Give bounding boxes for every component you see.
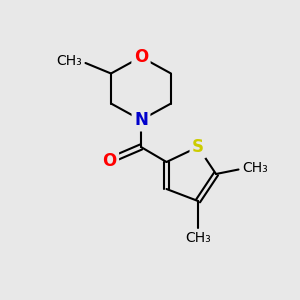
Text: O: O bbox=[134, 48, 148, 66]
Text: CH₃: CH₃ bbox=[242, 161, 268, 175]
Text: N: N bbox=[134, 111, 148, 129]
Text: CH₃: CH₃ bbox=[185, 231, 211, 245]
Text: O: O bbox=[102, 152, 117, 169]
Text: S: S bbox=[192, 138, 204, 156]
Text: CH₃: CH₃ bbox=[56, 54, 82, 68]
